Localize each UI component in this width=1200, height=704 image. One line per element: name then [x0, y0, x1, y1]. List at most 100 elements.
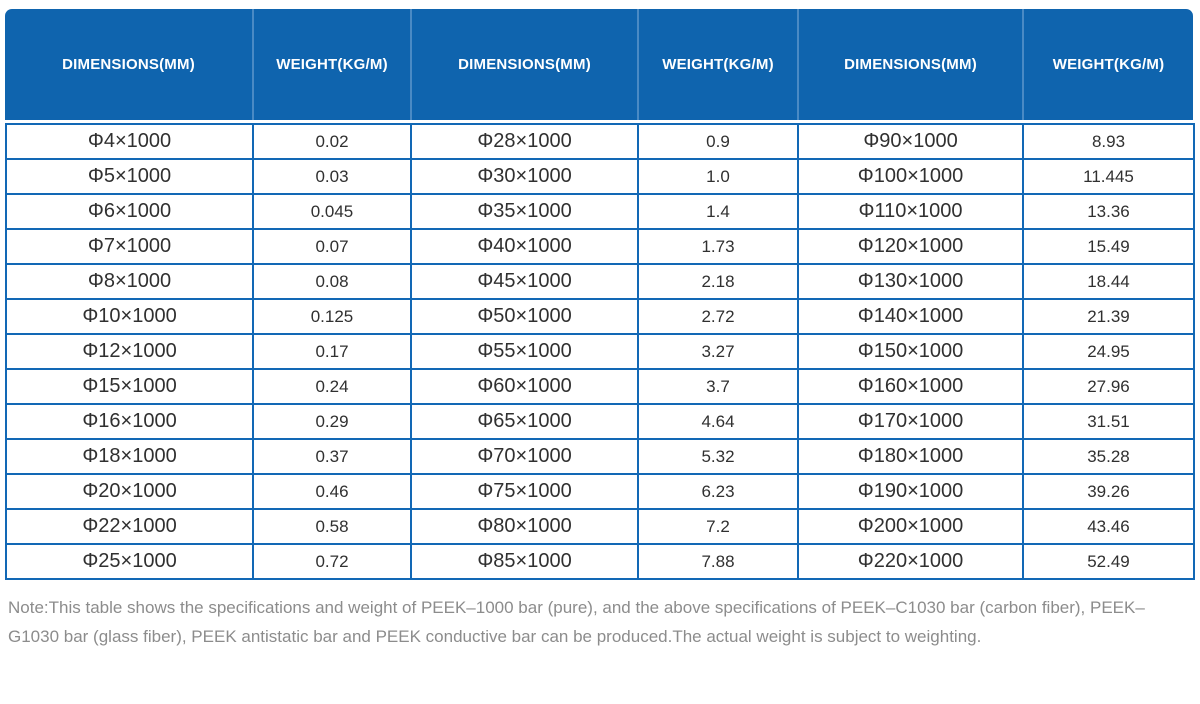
table-row: Φ15×1000 0.24 Φ60×1000 3.7 Φ160×1000 27.96 [5, 368, 1195, 405]
dimension-cell: Φ180×1000 [797, 438, 1024, 475]
dimension-cell: Φ18×1000 [5, 438, 254, 475]
weight-cell: 4.64 [637, 403, 799, 440]
table-row: Φ25×1000 0.72 Φ85×1000 7.88 Φ220×1000 52.49 [5, 543, 1195, 580]
weight-cell: 1.0 [637, 158, 799, 195]
weight-cell: 1.73 [637, 228, 799, 265]
weight-cell: 0.125 [252, 298, 412, 335]
weight-cell: 35.28 [1022, 438, 1195, 475]
weight-cell: 24.95 [1022, 333, 1195, 370]
dimension-cell: Φ85×1000 [410, 543, 639, 580]
dimension-cell: Φ22×1000 [5, 508, 254, 545]
table-row: Φ4×1000 0.02 Φ28×1000 0.9 Φ90×1000 8.93 [5, 123, 1195, 160]
dimension-cell: Φ55×1000 [410, 333, 639, 370]
weight-cell: 0.29 [252, 403, 412, 440]
table-row: Φ10×1000 0.125 Φ50×1000 2.72 Φ140×1000 21.39 [5, 298, 1195, 335]
weight-cell: 2.72 [637, 298, 799, 335]
weight-cell: 0.045 [252, 193, 412, 230]
weight-cell: 3.7 [637, 368, 799, 405]
weight-cell: 13.36 [1022, 193, 1195, 230]
weight-cell: 5.32 [637, 438, 799, 475]
weight-cell: 0.24 [252, 368, 412, 405]
dimension-cell: Φ190×1000 [797, 473, 1024, 510]
dimension-cell: Φ25×1000 [5, 543, 254, 580]
weight-cell: 8.93 [1022, 123, 1195, 160]
dimension-cell: Φ65×1000 [410, 403, 639, 440]
dimension-cell: Φ80×1000 [410, 508, 639, 545]
weight-cell: 27.96 [1022, 368, 1195, 405]
spec-table-header: DIMENSIONS(MM) WEIGHT(KG/M) DIMENSIONS(MM)… [5, 9, 1193, 120]
dimension-cell: Φ12×1000 [5, 333, 254, 370]
weight-cell: 0.07 [252, 228, 412, 265]
column-header: WEIGHT(KG/M) [252, 9, 410, 120]
table-row: Φ20×1000 0.46 Φ75×1000 6.23 Φ190×1000 39.26 [5, 473, 1195, 510]
table-row: Φ22×1000 0.58 Φ80×1000 7.2 Φ200×1000 43.46 [5, 508, 1195, 545]
dimension-cell: Φ120×1000 [797, 228, 1024, 265]
weight-cell: 3.27 [637, 333, 799, 370]
weight-cell: 15.49 [1022, 228, 1195, 265]
column-header: DIMENSIONS(MM) [410, 9, 637, 120]
dimension-cell: Φ35×1000 [410, 193, 639, 230]
dimension-cell: Φ75×1000 [410, 473, 639, 510]
dimension-cell: Φ140×1000 [797, 298, 1024, 335]
dimension-cell: Φ15×1000 [5, 368, 254, 405]
spec-table-body: Φ4×1000 0.02 Φ28×1000 0.9 Φ90×1000 8.93 Φ5×100… [5, 123, 1195, 580]
dimension-cell: Φ60×1000 [410, 368, 639, 405]
dimension-cell: Φ150×1000 [797, 333, 1024, 370]
weight-cell: 0.17 [252, 333, 412, 370]
weight-cell: 11.445 [1022, 158, 1195, 195]
dimension-cell: Φ4×1000 [5, 123, 254, 160]
dimension-cell: Φ110×1000 [797, 193, 1024, 230]
weight-cell: 6.23 [637, 473, 799, 510]
weight-cell: 39.26 [1022, 473, 1195, 510]
weight-cell: 21.39 [1022, 298, 1195, 335]
note-text: Note:This table shows the specifications… [8, 598, 1145, 646]
table-row: Φ16×1000 0.29 Φ65×1000 4.64 Φ170×1000 31.51 [5, 403, 1195, 440]
weight-cell: 31.51 [1022, 403, 1195, 440]
table-row: Φ18×1000 0.37 Φ70×1000 5.32 Φ180×1000 35.28 [5, 438, 1195, 475]
table-row: Φ12×1000 0.17 Φ55×1000 3.27 Φ150×1000 24.95 [5, 333, 1195, 370]
dimension-cell: Φ130×1000 [797, 263, 1024, 300]
column-header: DIMENSIONS(MM) [797, 9, 1022, 120]
dimension-cell: Φ90×1000 [797, 123, 1024, 160]
weight-cell: 0.58 [252, 508, 412, 545]
weight-cell: 0.03 [252, 158, 412, 195]
dimension-cell: Φ70×1000 [410, 438, 639, 475]
weight-cell: 1.4 [637, 193, 799, 230]
dimension-cell: Φ40×1000 [410, 228, 639, 265]
dimension-cell: Φ100×1000 [797, 158, 1024, 195]
column-header: DIMENSIONS(MM) [62, 56, 195, 73]
table-row: Φ5×1000 0.03 Φ30×1000 1.0 Φ100×1000 11.445 [5, 158, 1195, 195]
dimension-cell: Φ20×1000 [5, 473, 254, 510]
weight-cell: 0.72 [252, 543, 412, 580]
dimension-cell: Φ200×1000 [797, 508, 1024, 545]
weight-cell: 43.46 [1022, 508, 1195, 545]
dimension-cell: Φ28×1000 [410, 123, 639, 160]
weight-cell: 2.18 [637, 263, 799, 300]
weight-cell: 0.9 [637, 123, 799, 160]
table-row: Φ8×1000 0.08 Φ45×1000 2.18 Φ130×1000 18.44 [5, 263, 1195, 300]
weight-cell: 0.37 [252, 438, 412, 475]
table-row: Φ7×1000 0.07 Φ40×1000 1.73 Φ120×1000 15.49 [5, 228, 1195, 265]
table-row: Φ6×1000 0.045 Φ35×1000 1.4 Φ110×1000 13.36 [5, 193, 1195, 230]
dimension-cell: Φ5×1000 [5, 158, 254, 195]
dimension-cell: Φ16×1000 [5, 403, 254, 440]
weight-cell: 7.2 [637, 508, 799, 545]
dimension-cell: Φ170×1000 [797, 403, 1024, 440]
weight-cell: 0.46 [252, 473, 412, 510]
dimension-cell: Φ7×1000 [5, 228, 254, 265]
dimension-cell: Φ10×1000 [5, 298, 254, 335]
column-header: WEIGHT(KG/M) [1022, 9, 1193, 120]
dimension-cell: Φ220×1000 [797, 543, 1024, 580]
spec-table: DIMENSIONS(MM) WEIGHT(KG/M) DIMENSIONS(MM)… [5, 9, 1195, 580]
dimension-cell: Φ45×1000 [410, 263, 639, 300]
dimension-cell: Φ160×1000 [797, 368, 1024, 405]
column-header: WEIGHT(KG/M) [637, 9, 797, 120]
weight-cell: 18.44 [1022, 263, 1195, 300]
dimension-cell: Φ6×1000 [5, 193, 254, 230]
dimension-cell: Φ50×1000 [410, 298, 639, 335]
weight-cell: 0.08 [252, 263, 412, 300]
dimension-cell: Φ8×1000 [5, 263, 254, 300]
weight-cell: 52.49 [1022, 543, 1195, 580]
dimension-cell: Φ30×1000 [410, 158, 639, 195]
